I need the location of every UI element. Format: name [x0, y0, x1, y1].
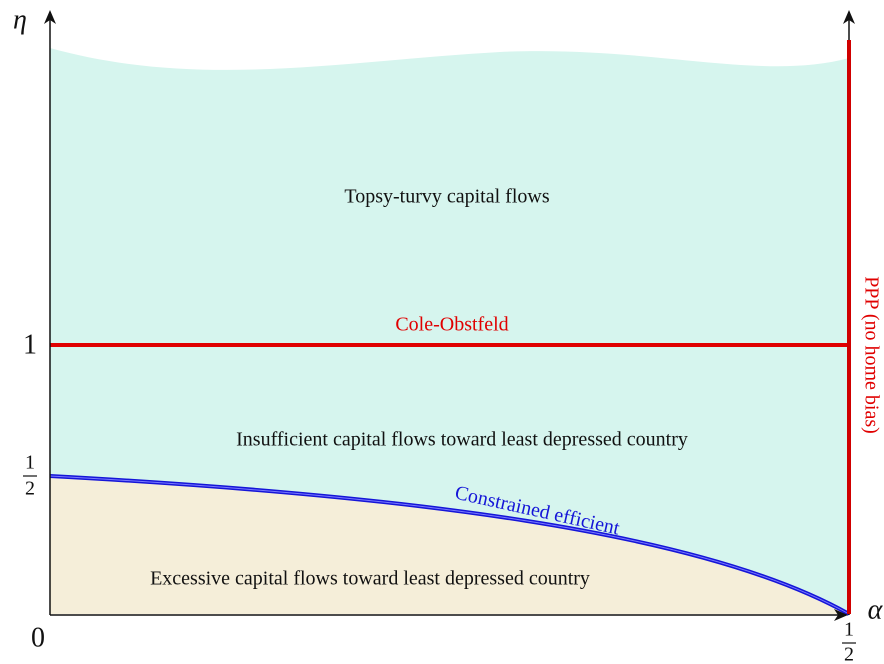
efficient-curve-highlight: [49, 475, 850, 615]
x-tick-numerator: 1: [844, 619, 854, 641]
line-label: PPP (no home bias): [860, 276, 882, 434]
origin-label: 0: [31, 622, 45, 653]
teal-region: [50, 48, 849, 614]
y-tick-label: 1: [23, 329, 37, 360]
y-tick-numerator: 1: [25, 452, 35, 474]
x-tick-denominator: 2: [844, 644, 854, 664]
region-label: Topsy-turvy capital flows: [344, 186, 549, 208]
beige-region: [50, 476, 849, 614]
line-label: Cole-Obstfeld: [395, 314, 508, 336]
region-label: Insufficient capital flows toward least …: [236, 429, 688, 451]
x-axis-label: α: [868, 594, 884, 625]
region-label: Excessive capital flows toward least dep…: [150, 568, 590, 590]
y-tick-denominator: 2: [25, 478, 35, 500]
y-axis-label: η: [13, 4, 27, 35]
